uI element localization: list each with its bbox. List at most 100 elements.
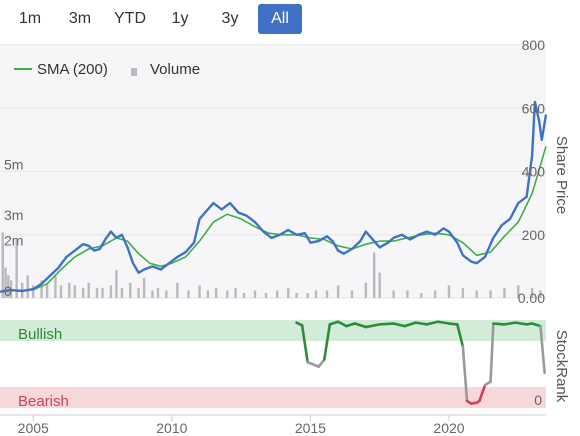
volume-bar <box>372 252 376 298</box>
volume-bar <box>198 285 201 298</box>
stockrank-segment <box>414 321 429 326</box>
stockrank-segment <box>503 321 517 326</box>
range-button-ytd[interactable]: YTD <box>108 4 152 34</box>
axis-labels: 2005 2010 2015 2020 0.00 200 400 600 800 0 2m 3m 5m 0 <box>4 37 545 436</box>
volume-bar <box>406 290 409 298</box>
volume-bar <box>45 282 49 298</box>
volume-tick-label: 3m <box>4 207 23 223</box>
range-button-3y[interactable]: 3y <box>208 4 252 34</box>
volume-bar <box>95 287 99 298</box>
rank-axis-title: StockRank <box>553 330 570 403</box>
volume-bar <box>4 267 7 298</box>
volume-bar <box>489 290 492 298</box>
volume-tick-label: 5m <box>4 157 23 173</box>
stockrank-segment <box>436 320 451 325</box>
volume-bar <box>325 290 329 298</box>
volume-bar <box>306 292 309 298</box>
stockrank-segment <box>317 358 326 368</box>
stockrank-segment <box>461 345 469 403</box>
stockrank-segment <box>300 323 309 364</box>
stockrank-segment <box>364 323 382 329</box>
stockrank-segment <box>447 322 459 326</box>
volume-bar <box>475 290 478 298</box>
volume-bar <box>336 285 340 298</box>
range-button-all[interactable]: All <box>258 4 302 34</box>
volume-bar <box>7 275 10 298</box>
volume-bar <box>137 287 140 298</box>
volume-bar <box>350 290 354 298</box>
legend: SMA (200) Volume <box>14 61 200 78</box>
stockrank-segment <box>425 320 440 326</box>
x-tick-label: 2020 <box>433 420 464 436</box>
volume-tick-label: 2m <box>4 232 23 248</box>
legend-volume-swatch <box>131 68 137 76</box>
volume-bar <box>1 232 4 298</box>
gridlines <box>0 44 546 299</box>
stockrank-segment <box>456 323 465 348</box>
volume-bar <box>433 290 437 298</box>
volume-bar <box>187 290 190 298</box>
volume-bar <box>539 290 542 298</box>
range-button-3m[interactable]: 3m <box>58 4 102 34</box>
bullish-band-label: Bullish <box>18 326 62 343</box>
price-tick-label: 0.00 <box>518 290 545 306</box>
volume-bar <box>101 287 104 298</box>
x-tick-label: 2015 <box>295 420 326 436</box>
stockrank-segment <box>328 320 340 326</box>
volume-bar <box>26 275 29 298</box>
price-line <box>0 100 548 293</box>
volume-bar <box>87 282 90 298</box>
volume-bar <box>420 292 423 298</box>
x-tick-label: 2010 <box>156 420 187 436</box>
stockrank-segment <box>530 322 542 328</box>
legend-sma-label[interactable]: SMA (200) <box>37 61 108 78</box>
volume-bar <box>109 285 113 298</box>
volume-bar <box>364 282 368 298</box>
stockrank-segment <box>322 323 332 361</box>
volume-bar <box>81 287 85 298</box>
bullish-band <box>0 320 546 341</box>
volume-bar <box>15 239 18 298</box>
volume-bar <box>378 272 381 298</box>
price-tick-label: 400 <box>522 164 546 180</box>
price-axis-title: Share Price <box>553 136 570 214</box>
volume-bar <box>264 292 268 298</box>
volume-bar <box>226 290 229 298</box>
range-button-1m[interactable]: 1m <box>8 4 52 34</box>
legend-volume-label[interactable]: Volume <box>150 61 200 78</box>
volume-bar <box>54 275 57 298</box>
stockrank-segment <box>353 322 368 329</box>
volume-bar <box>503 287 506 298</box>
range-button-1y[interactable]: 1y <box>158 4 202 34</box>
volume-bar <box>176 282 179 298</box>
stockrank-segment <box>492 322 506 326</box>
stockrank-segment <box>478 383 487 403</box>
volume-bar <box>32 285 35 298</box>
volume-bar <box>115 270 118 298</box>
volume-bar <box>142 277 146 298</box>
volume-bar <box>73 285 77 298</box>
volume-bar <box>392 290 395 298</box>
volume-bar <box>120 287 124 298</box>
volume-bar <box>151 290 154 298</box>
volume-bar <box>242 292 246 298</box>
volume-bar <box>68 282 71 298</box>
volume-bar <box>59 285 63 298</box>
volume-bar <box>461 287 465 298</box>
volume-bar <box>214 287 218 298</box>
volume-bar <box>165 290 168 298</box>
x-tick-label: 2005 <box>18 420 49 436</box>
volume-bar <box>287 287 290 298</box>
stockrank-segment <box>306 360 321 368</box>
volume-bar <box>206 290 210 298</box>
volume-bar <box>530 287 534 298</box>
volume-bar <box>253 290 257 298</box>
volume-bar <box>447 285 451 298</box>
volume-bar <box>517 285 520 298</box>
volume-bar <box>295 292 298 298</box>
rank-tick-label: 0 <box>534 392 542 408</box>
range-selector: 1m 3m YTD 1y 3y All <box>8 4 308 34</box>
volume-bar <box>234 287 237 298</box>
volume-bar <box>314 290 318 298</box>
